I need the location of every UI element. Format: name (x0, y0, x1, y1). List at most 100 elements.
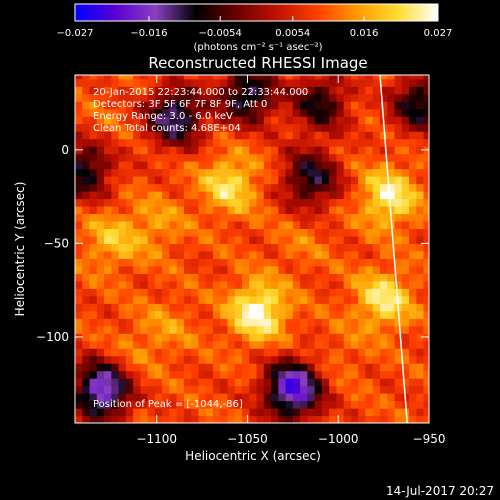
heatmap-cell (350, 93, 359, 102)
heatmap-cell (416, 415, 425, 423)
heatmap-cell (278, 220, 287, 230)
heatmap-cell (82, 101, 91, 110)
heatmap-cell (162, 93, 170, 102)
heatmap-cell (263, 333, 272, 342)
heatmap-cell (256, 228, 265, 237)
heatmap-cell (242, 146, 250, 155)
heatmap-cell (379, 235, 388, 244)
heatmap-cell (321, 295, 330, 304)
heatmap-cell (118, 243, 127, 252)
heatmap-cell (292, 348, 301, 357)
heatmap-cell (96, 146, 105, 155)
heatmap-cell (96, 228, 105, 237)
heatmap-cell (271, 198, 279, 207)
heatmap-cell (104, 265, 112, 274)
heatmap-cell (89, 280, 98, 289)
heatmap-cell (191, 213, 200, 222)
heatmap-cell (394, 220, 403, 230)
heatmap-cell (300, 168, 308, 177)
heatmap-cell (82, 363, 91, 372)
heatmap-cell (292, 250, 301, 259)
heatmap-cell (249, 348, 258, 357)
heatmap-cell (242, 318, 250, 327)
heatmap-cell (205, 86, 214, 95)
heatmap-cell (336, 355, 345, 364)
heatmap-cell (307, 408, 316, 417)
heatmap-cell (379, 318, 388, 327)
heatmap-cell (263, 78, 272, 87)
heatmap-cell (271, 108, 279, 117)
heatmap-cell (82, 123, 91, 132)
heatmap-cell (394, 288, 403, 297)
heatmap-cell (314, 123, 323, 132)
heatmap-cell (358, 393, 367, 402)
heatmap-cell (125, 183, 134, 192)
heatmap-cell (220, 213, 229, 222)
heatmap-cell (111, 138, 120, 147)
x-tick-label: −1000 (318, 432, 359, 446)
heatmap-cell (379, 325, 388, 334)
heatmap-cell (256, 415, 265, 423)
heatmap-cell (227, 116, 236, 125)
heatmap-cell (147, 123, 156, 132)
heatmap-cell (350, 131, 359, 140)
heatmap-cell (263, 303, 272, 312)
heatmap-cell (278, 123, 287, 132)
heatmap-cell (125, 138, 134, 147)
heatmap-cell (176, 161, 185, 170)
heatmap-cell (394, 280, 403, 289)
heatmap-cell (242, 123, 250, 132)
heatmap-cell (343, 168, 352, 177)
heatmap-cell (82, 325, 91, 334)
heatmap-cell (104, 123, 112, 132)
heatmap-cell (365, 310, 374, 319)
heatmap-cell (242, 273, 250, 282)
heatmap-cell (133, 385, 141, 394)
heatmap-cell (96, 408, 105, 417)
heatmap-cell (263, 138, 272, 147)
heatmap-cell (292, 408, 301, 417)
heatmap-cell (372, 198, 381, 207)
heatmap-cell (300, 363, 308, 372)
heatmap-cell (89, 363, 98, 372)
heatmap-cell (249, 393, 258, 402)
heatmap-cell (198, 228, 207, 237)
heatmap-cell (234, 205, 243, 215)
heatmap-cell (343, 116, 352, 125)
heatmap-cell (249, 258, 258, 267)
heatmap-cell (256, 176, 265, 185)
heatmap-cell (249, 408, 258, 417)
heatmap-cell (314, 168, 323, 177)
heatmap-cell (329, 183, 338, 192)
heatmap-cell (358, 303, 367, 312)
heatmap-cell (96, 400, 105, 409)
heatmap-cell (183, 176, 192, 185)
peak-position-label: Position of Peak = [-1044,-86] (93, 399, 243, 410)
heatmap-cell (147, 288, 156, 297)
heatmap-cell (423, 310, 429, 319)
heatmap-cell (271, 408, 279, 417)
heatmap-cell (212, 86, 221, 95)
heatmap-cell (89, 310, 98, 319)
heatmap-cell (358, 220, 367, 230)
heatmap-cell (89, 198, 98, 207)
heatmap-cell (307, 235, 316, 244)
heatmap-cell (212, 273, 221, 282)
heatmap-cell (278, 333, 287, 342)
heatmap-cell (271, 400, 279, 409)
heatmap-cell (285, 295, 294, 304)
heatmap-cell (140, 176, 149, 185)
heatmap-cell (162, 198, 170, 207)
heatmap-cell (336, 325, 345, 334)
heatmap-cell (329, 303, 338, 312)
heatmap-cell (212, 318, 221, 327)
heatmap-cell (169, 318, 178, 327)
heatmap-cell (191, 318, 200, 327)
heatmap-cell (118, 393, 127, 402)
heatmap-cell (140, 333, 149, 342)
heatmap-cell (191, 86, 200, 95)
heatmap-cell (358, 198, 367, 207)
heatmap-cell (271, 378, 279, 387)
heatmap-cell (394, 86, 403, 95)
heatmap-cell (365, 408, 374, 417)
